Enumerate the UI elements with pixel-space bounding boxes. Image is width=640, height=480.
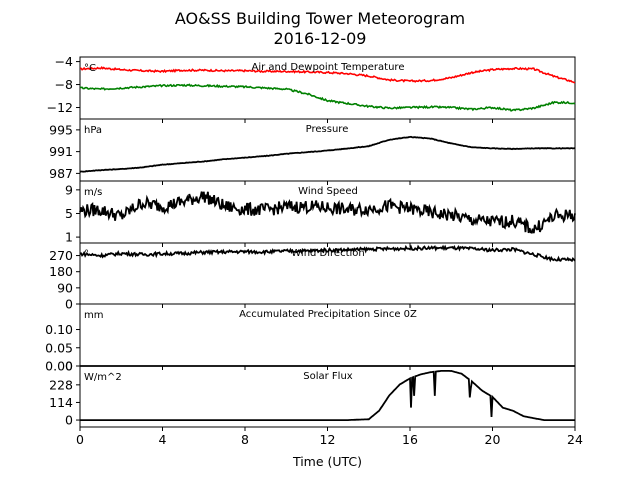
series-line-0 (79, 244, 576, 263)
y-tick-label: 5 (65, 206, 73, 221)
x-tick-label: 4 (159, 432, 167, 447)
y-tick-label: 0.00 (45, 358, 73, 373)
y-tick-label: 270 (49, 248, 73, 263)
panel-unit: mm (84, 310, 103, 321)
y-tick-label: 1 (65, 230, 73, 245)
y-tick-label: 180 (49, 264, 73, 279)
figure-title: AO&SS Building Tower Meteorogram (175, 9, 465, 28)
y-tick-label: 0 (65, 297, 73, 312)
panel-title: Accumulated Precipitation Since 0Z (239, 309, 417, 320)
panel-4: 00.00 0.05 0.10 Accumulated Precipitation S… (45, 303, 576, 374)
panels: −4 −8 −12 Air and Dewpoint Temperature °C 987… (45, 54, 583, 447)
x-tick-label: 24 (567, 432, 583, 447)
panel-0: −4 −8 −12 Air and Dewpoint Temperature °C (47, 54, 576, 123)
panel-title: Wind Direction (291, 248, 365, 259)
series-line-0 (79, 65, 576, 84)
panel-unit: W/m^2 (84, 372, 122, 383)
y-tick-label: 90 (57, 280, 73, 295)
y-tick-label: 228 (49, 377, 73, 392)
y-tick-label: 0.10 (45, 322, 73, 337)
figure-date: 2016-12-09 (274, 29, 367, 48)
panel-title: Wind Speed (298, 186, 358, 197)
x-tick-label: 12 (320, 432, 336, 447)
panel-title: Pressure (306, 124, 349, 135)
y-tick-label: 0 (65, 359, 73, 374)
panel-5: 0 114 228 Solar Flux W/m^2 (49, 365, 576, 431)
y-tick-label: −4 (55, 54, 73, 69)
x-tick-label: 8 (241, 432, 249, 447)
series-line-0 (79, 135, 576, 173)
series-line-1 (80, 83, 576, 112)
y-tick-label: 114 (49, 395, 73, 410)
panel-title: Air and Dewpoint Temperature (252, 62, 405, 73)
x-axis-label: Time (UTC) (292, 454, 362, 469)
x-tick-label: 0 (76, 432, 84, 447)
y-tick-label: 991 (49, 144, 73, 159)
y-tick-label: 0 (65, 413, 73, 428)
series-line-0 (80, 369, 575, 421)
panel-unit: ° (84, 249, 89, 260)
panel-unit: °C (84, 63, 96, 74)
panel-unit: hPa (84, 125, 102, 136)
y-tick-label: −8 (55, 77, 73, 92)
x-tick-label: 20 (485, 432, 501, 447)
panel-unit: m/s (84, 187, 102, 198)
y-tick-label: 0.05 (45, 340, 73, 355)
y-tick-label: 9 (65, 182, 73, 197)
panel-2: 1 5 9 Wind Speed m/s (65, 180, 576, 247)
y-tick-label: −12 (47, 100, 73, 115)
panel-title: Solar Flux (303, 371, 353, 382)
series-line-0 (79, 191, 576, 234)
y-tick-label: 987 (49, 166, 73, 181)
panel-1: 987 991 995 Pressure hPa (49, 118, 576, 185)
y-tick-label: 995 (49, 122, 73, 137)
x-tick-label: 16 (402, 432, 418, 447)
